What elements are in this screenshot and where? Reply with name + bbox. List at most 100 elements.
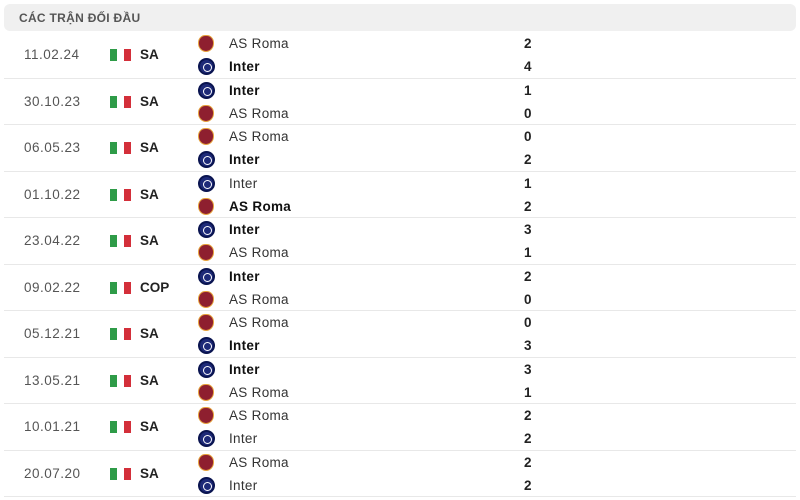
team-home[interactable]: Inter 1 xyxy=(198,172,598,194)
roma-logo-icon xyxy=(198,35,214,52)
team-score: 2 xyxy=(524,454,532,470)
team-home[interactable]: Inter 2 xyxy=(198,265,598,287)
competition: SA xyxy=(140,465,159,481)
italy-flag-icon xyxy=(110,49,131,61)
team-away[interactable]: Inter 4 xyxy=(198,55,598,77)
team-home[interactable]: Inter 3 xyxy=(198,358,598,380)
match-row[interactable]: 11.02.24 SA AS Roma 2 Inter 4 xyxy=(4,32,796,79)
team-name: AS Roma xyxy=(229,105,289,121)
team-away[interactable]: Inter 2 xyxy=(198,148,598,170)
team-score: 0 xyxy=(524,291,532,307)
team-score: 1 xyxy=(524,384,532,400)
team-away[interactable]: AS Roma 1 xyxy=(198,241,598,263)
match-row[interactable]: 01.10.22 SA Inter 1 AS Roma 2 xyxy=(4,172,796,218)
match-row[interactable]: 05.12.21 SA AS Roma 0 Inter 3 xyxy=(4,311,796,358)
team-home[interactable]: AS Roma 0 xyxy=(198,125,598,147)
match-row[interactable]: 10.01.21 SA AS Roma 2 Inter 2 xyxy=(4,404,796,451)
competition: SA xyxy=(140,419,159,434)
team-name: Inter xyxy=(229,338,260,353)
italy-flag-icon xyxy=(110,142,131,154)
match-row[interactable]: 30.10.23 SA Inter 1 AS Roma 0 xyxy=(4,79,796,125)
team-name: Inter xyxy=(229,175,258,191)
team-away[interactable]: AS Roma 0 xyxy=(198,288,598,310)
team-away[interactable]: Inter 2 xyxy=(198,474,598,496)
team-name: AS Roma xyxy=(229,198,292,214)
competition: SA xyxy=(140,372,159,388)
roma-logo-icon xyxy=(198,244,214,261)
team-score: 1 xyxy=(524,175,532,191)
inter-logo-icon xyxy=(198,267,215,285)
team-score: 2 xyxy=(524,152,532,167)
team-score: 1 xyxy=(524,82,532,98)
team-home[interactable]: Inter 1 xyxy=(198,79,598,101)
team-name: AS Roma xyxy=(229,315,289,330)
italy-flag-icon xyxy=(110,328,131,340)
match-row[interactable]: 13.05.21 SA Inter 3 AS Roma 1 xyxy=(4,358,796,404)
italy-flag-icon xyxy=(110,421,131,433)
roma-logo-icon xyxy=(198,407,214,424)
match-row[interactable]: 09.02.22 COP Inter 2 AS Roma 0 xyxy=(4,265,796,311)
team-away[interactable]: Inter 3 xyxy=(198,334,598,356)
match-date: 01.10.22 xyxy=(24,186,81,202)
inter-logo-icon xyxy=(198,430,215,447)
match-date: 10.01.21 xyxy=(24,419,81,434)
team-score: 1 xyxy=(524,245,532,260)
match-date: 09.02.22 xyxy=(24,279,81,295)
team-name: Inter xyxy=(229,361,260,377)
team-score: 3 xyxy=(524,222,532,237)
team-score: 2 xyxy=(524,408,532,423)
team-score: 4 xyxy=(524,59,532,74)
italy-flag-icon xyxy=(110,467,131,480)
inter-logo-icon xyxy=(198,81,215,99)
roma-logo-icon xyxy=(198,314,214,331)
team-score: 2 xyxy=(524,268,532,284)
team-home[interactable]: AS Roma 0 xyxy=(198,311,598,333)
team-home[interactable]: Inter 3 xyxy=(198,218,598,240)
match-date: 30.10.23 xyxy=(24,93,81,109)
inter-logo-icon xyxy=(198,151,215,168)
team-score: 2 xyxy=(524,431,532,446)
team-score: 2 xyxy=(524,198,532,214)
team-away[interactable]: Inter 2 xyxy=(198,427,598,449)
team-away[interactable]: AS Roma 2 xyxy=(198,195,598,217)
match-row[interactable]: 20.07.20 SA AS Roma 2 Inter 2 xyxy=(4,451,796,497)
competition: SA xyxy=(140,186,159,202)
inter-logo-icon xyxy=(198,58,215,75)
team-home[interactable]: AS Roma 2 xyxy=(198,32,598,54)
team-score: 2 xyxy=(524,36,532,51)
roma-logo-icon xyxy=(198,128,214,145)
roma-logo-icon xyxy=(198,197,214,215)
italy-flag-icon xyxy=(110,235,131,247)
team-away[interactable]: AS Roma 0 xyxy=(198,102,598,124)
team-name: Inter xyxy=(229,152,260,167)
team-name: Inter xyxy=(229,477,258,493)
team-name: Inter xyxy=(229,268,260,284)
team-score: 0 xyxy=(524,129,532,144)
team-name: Inter xyxy=(229,222,260,237)
section-title: CÁC TRẬN ĐỐI ĐẦU xyxy=(19,11,141,25)
match-row[interactable]: 06.05.23 SA AS Roma 0 Inter 2 xyxy=(4,125,796,172)
inter-logo-icon xyxy=(198,476,215,494)
match-date: 11.02.24 xyxy=(24,47,80,62)
inter-logo-icon xyxy=(198,337,215,354)
italy-flag-icon xyxy=(110,374,131,387)
team-score: 2 xyxy=(524,477,532,493)
team-score: 3 xyxy=(524,361,532,377)
italy-flag-icon xyxy=(110,188,131,201)
match-date: 05.12.21 xyxy=(24,326,81,341)
inter-logo-icon xyxy=(198,221,215,238)
italy-flag-icon xyxy=(110,281,131,294)
team-home[interactable]: AS Roma 2 xyxy=(198,451,598,473)
competition: SA xyxy=(140,93,159,109)
italy-flag-icon xyxy=(110,95,131,108)
match-row[interactable]: 23.04.22 SA Inter 3 AS Roma 1 xyxy=(4,218,796,265)
competition: SA xyxy=(140,140,159,155)
match-date: 06.05.23 xyxy=(24,140,81,155)
match-list: 11.02.24 SA AS Roma 2 Inter 4 30.10.23 S… xyxy=(4,32,796,497)
team-name: AS Roma xyxy=(229,129,289,144)
team-name: AS Roma xyxy=(229,408,289,423)
team-away[interactable]: AS Roma 1 xyxy=(198,381,598,403)
team-home[interactable]: AS Roma 2 xyxy=(198,404,598,426)
inter-logo-icon xyxy=(198,360,215,378)
inter-logo-icon xyxy=(198,174,215,192)
